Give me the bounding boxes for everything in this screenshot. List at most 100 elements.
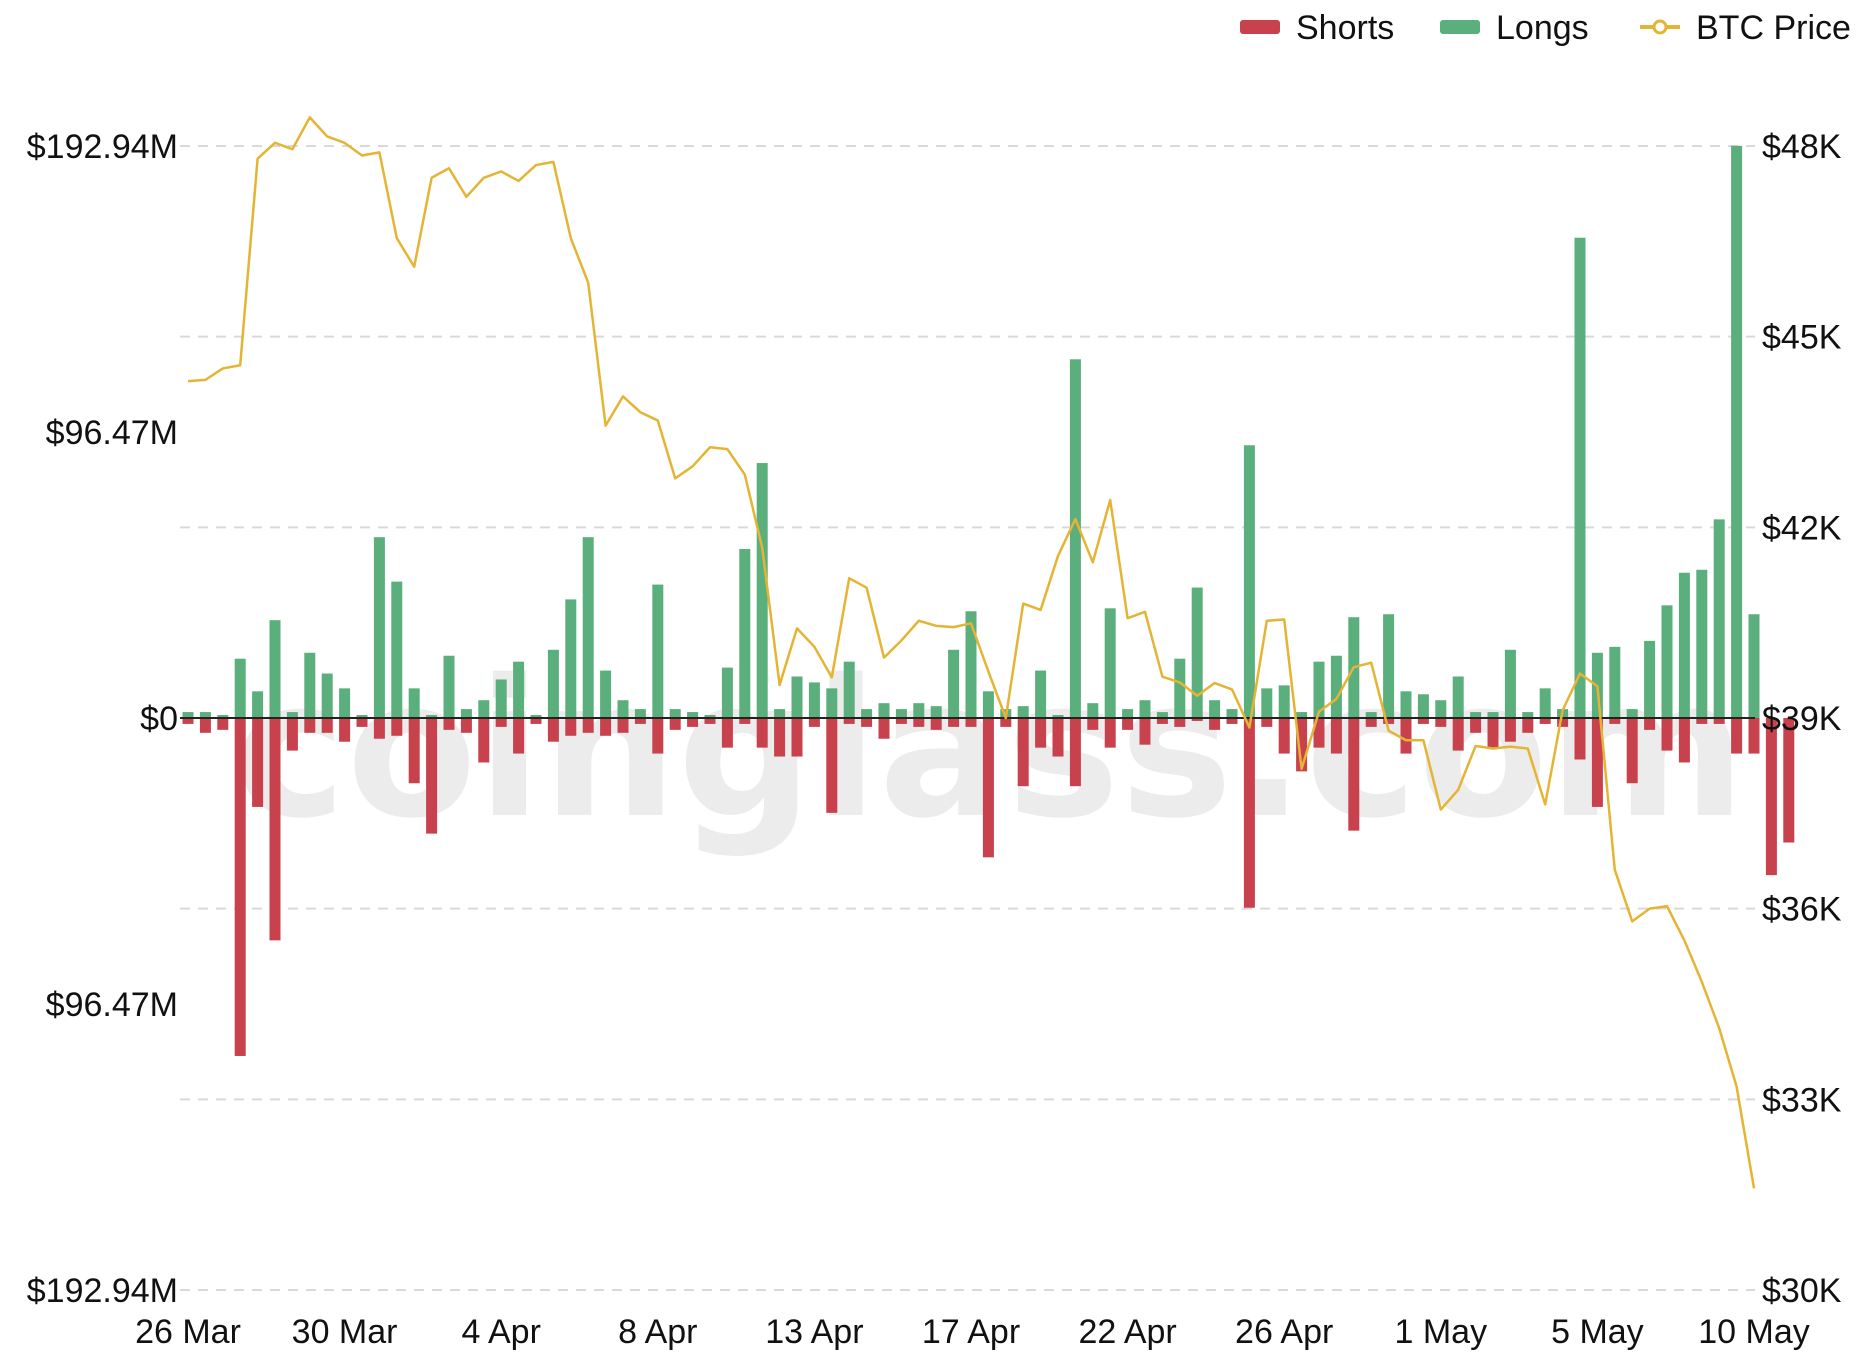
short-bar[interactable] (1313, 718, 1325, 748)
long-bar[interactable] (721, 667, 733, 718)
long-bar[interactable] (1452, 676, 1464, 718)
short-bar[interactable] (930, 718, 942, 730)
short-bar[interactable] (1644, 718, 1656, 730)
short-bar[interactable] (304, 718, 316, 733)
long-bar[interactable] (286, 712, 298, 718)
short-bar[interactable] (1696, 718, 1708, 724)
long-bar[interactable] (408, 688, 420, 718)
short-bar[interactable] (478, 718, 490, 763)
short-bar[interactable] (1226, 718, 1238, 724)
long-bar[interactable] (948, 649, 960, 718)
long-bar[interactable] (1296, 712, 1308, 718)
long-bar[interactable] (982, 691, 994, 718)
short-bar[interactable] (808, 718, 820, 727)
short-bar[interactable] (1748, 718, 1760, 754)
long-bar[interactable] (513, 661, 525, 718)
long-bar[interactable] (878, 703, 890, 718)
short-bar[interactable] (1609, 718, 1621, 724)
long-bar[interactable] (217, 715, 229, 718)
long-bar[interactable] (1226, 709, 1238, 718)
short-bar[interactable] (1765, 718, 1777, 876)
short-bar[interactable] (721, 718, 733, 748)
long-bar[interactable] (565, 599, 577, 718)
long-bar[interactable] (1678, 572, 1690, 718)
short-bar[interactable] (339, 718, 351, 742)
long-bar[interactable] (791, 676, 803, 718)
short-bar[interactable] (1191, 718, 1203, 721)
short-bar[interactable] (495, 718, 507, 727)
short-bar[interactable] (1122, 718, 1134, 730)
short-bar[interactable] (652, 718, 664, 754)
short-bar[interactable] (1435, 718, 1447, 727)
short-bar[interactable] (1591, 718, 1603, 807)
short-bar[interactable] (704, 718, 716, 724)
long-bar[interactable] (687, 712, 699, 718)
long-bar[interactable] (269, 620, 281, 718)
short-bar[interactable] (1052, 718, 1064, 757)
long-bar[interactable] (391, 581, 403, 718)
long-bar[interactable] (1087, 703, 1099, 718)
long-bar[interactable] (634, 709, 646, 718)
short-bar[interactable] (1539, 718, 1551, 724)
short-bar[interactable] (1400, 718, 1412, 754)
short-bar[interactable] (1661, 718, 1673, 751)
short-bar[interactable] (1330, 718, 1342, 754)
short-bar[interactable] (234, 718, 246, 1056)
long-bar[interactable] (739, 549, 751, 718)
long-bar[interactable] (1017, 706, 1029, 718)
short-bar[interactable] (1156, 718, 1168, 724)
short-bar[interactable] (269, 718, 281, 941)
long-bar[interactable] (1365, 712, 1377, 718)
short-bar[interactable] (1035, 718, 1047, 748)
long-bar[interactable] (1122, 709, 1134, 718)
short-bar[interactable] (1504, 718, 1516, 742)
short-bar[interactable] (1522, 718, 1534, 733)
long-bar[interactable] (356, 715, 368, 718)
legend-item-longs[interactable]: Longs (1440, 9, 1589, 47)
long-bar[interactable] (617, 700, 629, 718)
long-bar[interactable] (460, 709, 472, 718)
short-bar[interactable] (1678, 718, 1690, 763)
long-bar[interactable] (1696, 569, 1708, 718)
long-bar[interactable] (304, 652, 316, 718)
short-bar[interactable] (182, 718, 194, 724)
short-bar[interactable] (199, 718, 211, 733)
short-bar[interactable] (356, 718, 368, 727)
short-bar[interactable] (756, 718, 768, 748)
short-bar[interactable] (1417, 718, 1429, 724)
short-bar[interactable] (408, 718, 420, 784)
long-bar[interactable] (199, 712, 211, 718)
short-bar[interactable] (321, 718, 333, 733)
long-bar[interactable] (1748, 614, 1760, 718)
short-bar[interactable] (1174, 718, 1186, 727)
short-bar[interactable] (634, 718, 646, 724)
short-bar[interactable] (513, 718, 525, 754)
short-bar[interactable] (1348, 718, 1360, 831)
long-bar[interactable] (1487, 712, 1499, 718)
long-bar[interactable] (652, 584, 664, 718)
long-bar[interactable] (808, 682, 820, 718)
long-bar[interactable] (843, 661, 855, 718)
long-bar[interactable] (1052, 715, 1064, 718)
short-bar[interactable] (965, 718, 977, 727)
long-bar[interactable] (1383, 614, 1395, 718)
short-bar[interactable] (1243, 718, 1255, 908)
short-bar[interactable] (1139, 718, 1151, 745)
short-bar[interactable] (547, 718, 559, 742)
long-bar[interactable] (704, 715, 716, 718)
long-bar[interactable] (478, 700, 490, 718)
long-bar[interactable] (1470, 712, 1482, 718)
short-bar[interactable] (1000, 718, 1012, 727)
long-bar[interactable] (930, 706, 942, 718)
long-bar[interactable] (965, 611, 977, 718)
short-bar[interactable] (286, 718, 298, 751)
long-bar[interactable] (1539, 688, 1551, 718)
long-bar[interactable] (1626, 709, 1638, 718)
long-bar[interactable] (1661, 605, 1673, 718)
long-bar[interactable] (426, 715, 438, 718)
short-bar[interactable] (1626, 718, 1638, 784)
long-bar[interactable] (1400, 691, 1412, 718)
short-bar[interactable] (373, 718, 385, 739)
long-bar[interactable] (321, 673, 333, 718)
long-bar[interactable] (861, 709, 873, 718)
